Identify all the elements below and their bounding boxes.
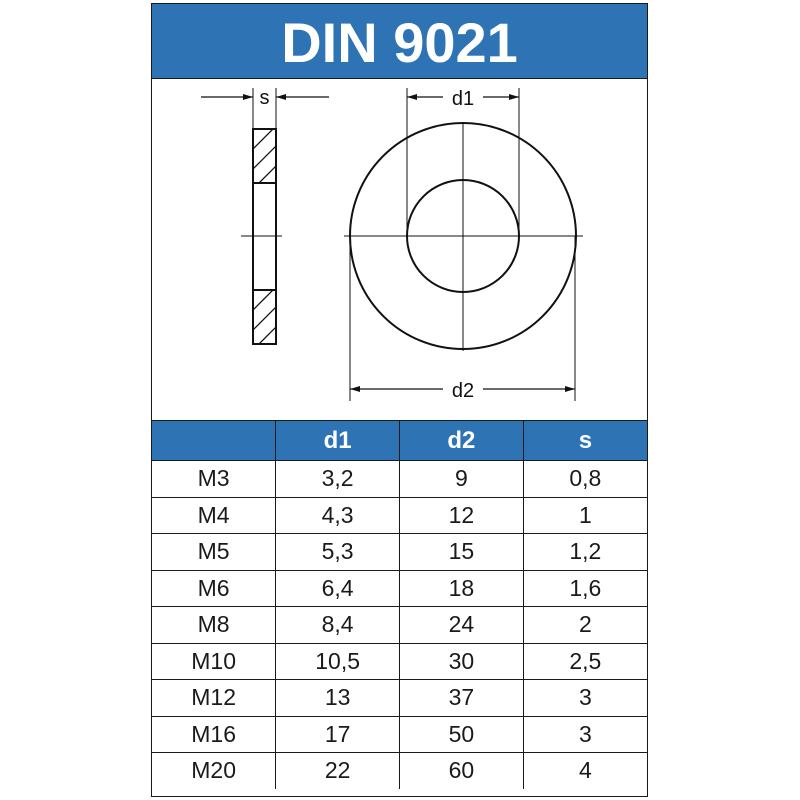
table-cell: M4 (152, 496, 277, 534)
title: DIN 9021 (152, 4, 647, 79)
table-cell: 37 (399, 679, 524, 717)
table-cell: 9 (399, 460, 524, 498)
table-cell: M12 (152, 679, 277, 717)
table-cell: 4,3 (275, 496, 400, 534)
table-cell: 10,5 (275, 642, 400, 680)
table-cell: 2,5 (522, 642, 647, 680)
table-cell: 13 (275, 679, 400, 717)
table-cell: 0,8 (522, 460, 647, 498)
table-cell: 50 (399, 715, 524, 753)
label-d2: d2 (452, 380, 474, 402)
table-row: M6 6,4 18 1,6 (152, 569, 647, 607)
table-cell: 3,2 (275, 460, 400, 498)
table-cell: M6 (152, 569, 277, 607)
spec-sheet: DIN 9021 (151, 3, 648, 797)
table-cell: M8 (152, 606, 277, 644)
column-header: d2 (399, 420, 524, 461)
table-cell: 5,3 (275, 533, 400, 571)
table-cell: 30 (399, 642, 524, 680)
table-cell: 1 (522, 496, 647, 534)
table-cell: M20 (152, 752, 277, 789)
table-cell: 24 (399, 606, 524, 644)
table-cell: 6,4 (275, 569, 400, 607)
front-view (344, 88, 583, 401)
table-cell: M5 (152, 533, 277, 571)
label-d1: d1 (452, 88, 474, 110)
dimension-table: d1 d2 s M3 3,2 9 0,8 M4 4,3 12 1 M5 5,3 15 1,2 M6 6,4 18… (152, 420, 647, 789)
table-cell: 15 (399, 533, 524, 571)
table-cell: 60 (399, 752, 524, 789)
table-cell: M10 (152, 642, 277, 680)
table-cell: 3 (522, 715, 647, 753)
table-row: M12 13 37 3 (152, 679, 647, 717)
table-cell: M16 (152, 715, 277, 753)
column-header: d1 (275, 420, 400, 461)
table-cell: 8,4 (275, 606, 400, 644)
table-row: M4 4,3 12 1 (152, 496, 647, 534)
table-cell: 4 (522, 752, 647, 789)
table-cell: 17 (275, 715, 400, 753)
table-cell: 18 (399, 569, 524, 607)
table-cell: 1,6 (522, 569, 647, 607)
washer-drawing: s d1 d2 (201, 87, 583, 402)
table-row: M20 22 60 4 (152, 752, 647, 789)
table-row: M16 17 50 3 (152, 715, 647, 753)
table-row: M10 10,5 30 2,5 (152, 642, 647, 680)
table-row: M3 3,2 9 0,8 (152, 460, 647, 498)
table-cell: 1,2 (522, 533, 647, 571)
table-cell: 3 (522, 679, 647, 717)
column-header (152, 420, 277, 461)
side-view (201, 88, 329, 345)
table-row: M5 5,3 15 1,2 (152, 533, 647, 571)
label-s: s (260, 87, 270, 109)
table-cell: 22 (275, 752, 400, 789)
column-header: s (522, 420, 647, 461)
table-cell: M3 (152, 460, 277, 498)
table-cell: 2 (522, 606, 647, 644)
table-cell: 12 (399, 496, 524, 534)
table-row: M8 8,4 24 2 (152, 606, 647, 644)
